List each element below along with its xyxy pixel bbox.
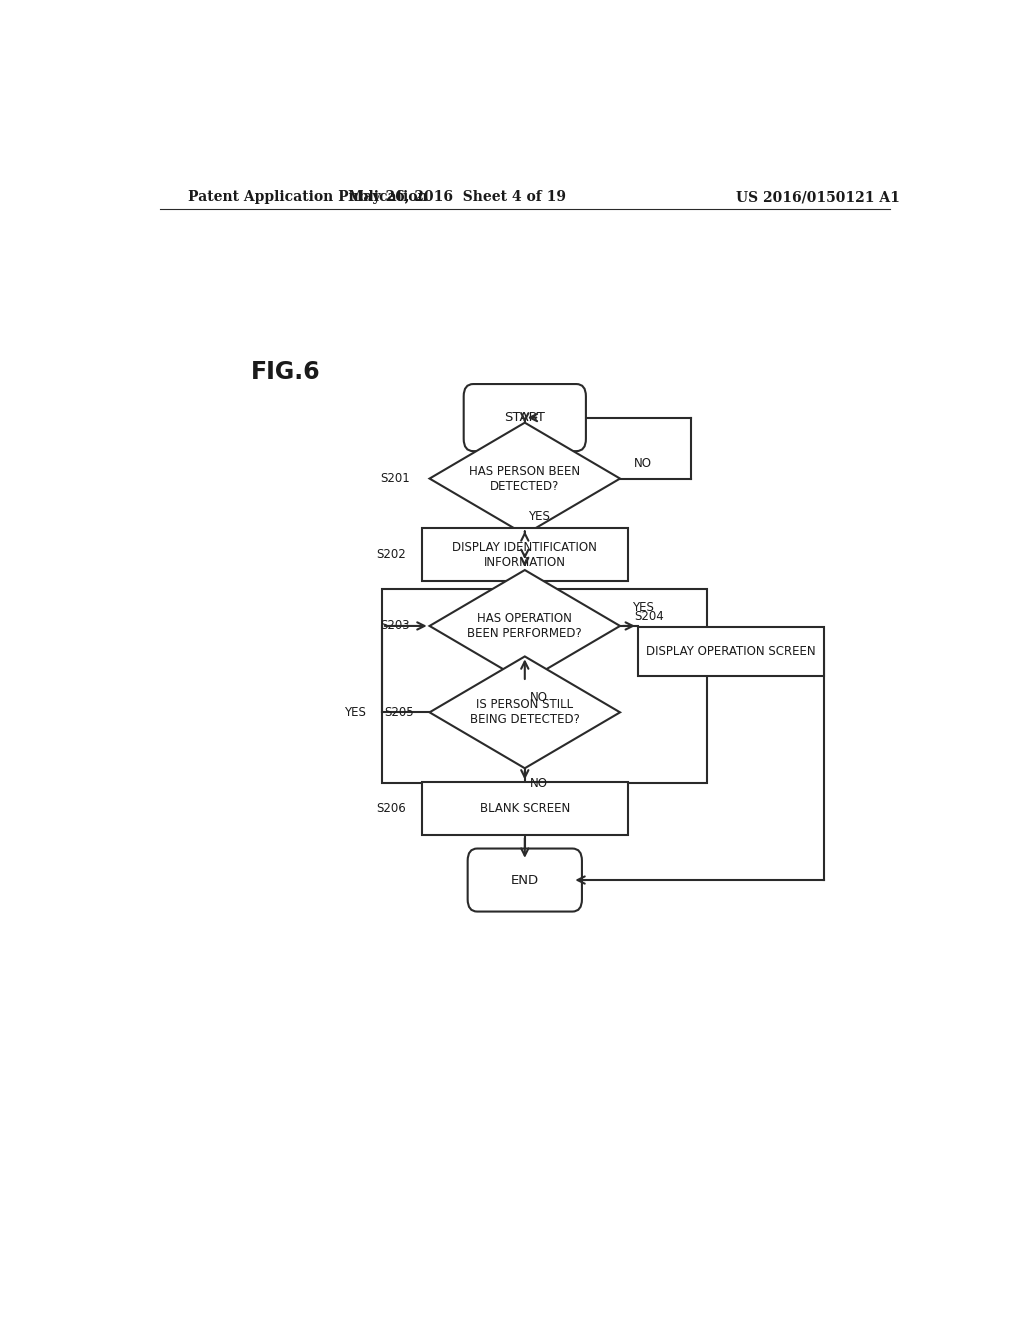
Text: YES: YES [528, 510, 550, 523]
Text: US 2016/0150121 A1: US 2016/0150121 A1 [736, 190, 900, 205]
Text: S205: S205 [384, 706, 414, 719]
Text: START: START [505, 411, 545, 424]
Text: IS PERSON STILL
BEING DETECTED?: IS PERSON STILL BEING DETECTED? [470, 698, 580, 726]
Text: HAS PERSON BEEN
DETECTED?: HAS PERSON BEEN DETECTED? [469, 465, 581, 492]
Text: NO: NO [530, 777, 548, 789]
Text: S202: S202 [376, 548, 406, 561]
Text: S201: S201 [380, 473, 410, 484]
Text: DISPLAY OPERATION SCREEN: DISPLAY OPERATION SCREEN [646, 645, 816, 657]
Text: FIG.6: FIG.6 [251, 360, 321, 384]
Text: BLANK SCREEN: BLANK SCREEN [479, 803, 570, 816]
Text: S203: S203 [380, 619, 410, 632]
Text: NO: NO [634, 457, 652, 470]
Bar [638, 627, 824, 676]
Bar [422, 783, 628, 836]
Text: YES: YES [632, 601, 653, 614]
Polygon shape [430, 656, 620, 768]
Text: YES: YES [344, 706, 367, 719]
FancyBboxPatch shape [468, 849, 582, 912]
Text: END: END [511, 874, 539, 887]
Text: May 26, 2016  Sheet 4 of 19: May 26, 2016 Sheet 4 of 19 [348, 190, 566, 205]
Text: NO: NO [530, 690, 548, 704]
Text: HAS OPERATION
BEEN PERFORMED?: HAS OPERATION BEEN PERFORMED? [467, 612, 583, 640]
Polygon shape [430, 570, 620, 682]
Bar [382, 589, 708, 784]
FancyBboxPatch shape [464, 384, 586, 451]
Text: S206: S206 [376, 803, 406, 816]
Text: Patent Application Publication: Patent Application Publication [187, 190, 427, 205]
Polygon shape [430, 422, 620, 535]
Bar [422, 528, 628, 581]
Text: S204: S204 [634, 610, 664, 623]
Text: DISPLAY IDENTIFICATION
INFORMATION: DISPLAY IDENTIFICATION INFORMATION [453, 541, 597, 569]
